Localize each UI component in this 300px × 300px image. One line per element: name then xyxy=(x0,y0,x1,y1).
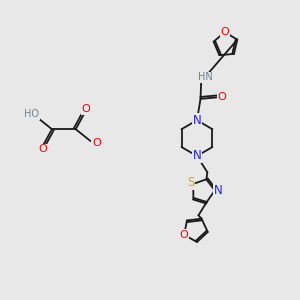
Text: H: H xyxy=(93,139,101,149)
Text: N: N xyxy=(214,184,223,197)
Text: N: N xyxy=(193,114,201,127)
Text: S: S xyxy=(187,176,194,189)
Text: O: O xyxy=(218,92,226,102)
Text: O: O xyxy=(82,104,91,114)
Text: O: O xyxy=(39,144,47,154)
Text: HN: HN xyxy=(198,72,212,82)
Text: O: O xyxy=(180,230,188,240)
Text: N: N xyxy=(193,149,201,162)
Text: HO: HO xyxy=(24,109,39,119)
Text: O: O xyxy=(92,138,101,148)
Text: O: O xyxy=(220,27,229,37)
